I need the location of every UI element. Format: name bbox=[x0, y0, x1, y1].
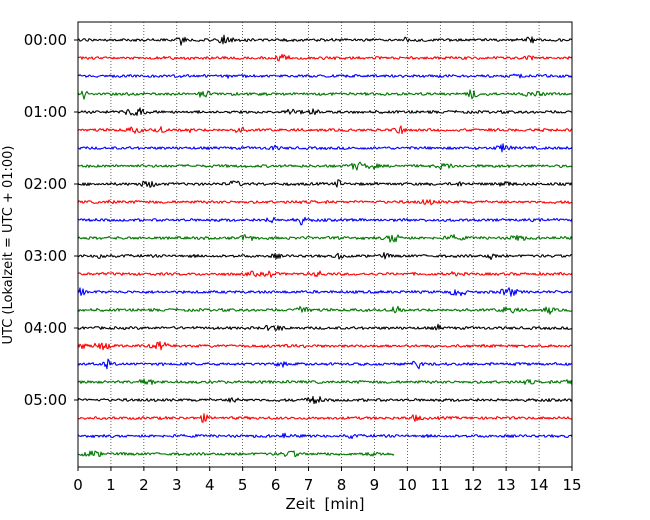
seismic-traces bbox=[77, 34, 573, 458]
y-tick-label: 05:00 bbox=[24, 391, 67, 409]
seismic-trace bbox=[77, 143, 573, 153]
seismic-trace bbox=[77, 305, 573, 315]
y-axis-ticks: 00:00 01:00 02:00 03:00 04:00 05:00 bbox=[24, 31, 78, 409]
seismic-trace bbox=[77, 107, 573, 116]
x-gridlines bbox=[110, 22, 540, 467]
x-tick-label: 13 bbox=[497, 476, 516, 494]
seismic-trace bbox=[77, 34, 573, 46]
seismic-trace bbox=[77, 378, 573, 386]
seismic-trace bbox=[77, 199, 573, 206]
seismic-trace bbox=[77, 413, 573, 423]
seismic-trace bbox=[77, 432, 573, 440]
x-tick-label: 8 bbox=[337, 476, 347, 494]
x-tick-label: 4 bbox=[205, 476, 215, 494]
x-tick-label: 2 bbox=[139, 476, 149, 494]
y-tick-label: 00:00 bbox=[24, 31, 67, 49]
seismic-trace bbox=[77, 341, 573, 351]
seismic-trace bbox=[77, 53, 573, 62]
x-tick-label: 1 bbox=[106, 476, 116, 494]
seismic-trace bbox=[77, 125, 573, 135]
seismic-trace bbox=[77, 161, 573, 171]
x-tick-label: 7 bbox=[304, 476, 314, 494]
seismic-trace bbox=[77, 216, 573, 226]
x-tick-label: 15 bbox=[562, 476, 581, 494]
seismic-trace bbox=[77, 234, 573, 243]
x-tick-label: 12 bbox=[464, 476, 483, 494]
x-axis-ticks: 0 1 2 3 4 5 6 7 8 9 10 11 12 13 14 15 bbox=[73, 467, 582, 494]
seismic-trace bbox=[77, 358, 573, 370]
seismic-trace bbox=[77, 252, 573, 261]
seismic-trace bbox=[77, 270, 573, 278]
y-axis-label: UTC (Lokalzeit = UTC + 01:00) bbox=[1, 146, 16, 345]
plot-frame bbox=[77, 21, 573, 468]
seismic-trace bbox=[77, 73, 573, 79]
y-tick-label: 04:00 bbox=[24, 319, 67, 337]
x-tick-label: 5 bbox=[238, 476, 248, 494]
x-tick-label: 3 bbox=[172, 476, 182, 494]
x-tick-label: 9 bbox=[370, 476, 380, 494]
y-tick-label: 03:00 bbox=[24, 247, 67, 265]
y-tick-label: 02:00 bbox=[24, 175, 67, 193]
x-tick-label: 11 bbox=[431, 476, 450, 494]
seismic-trace bbox=[77, 395, 573, 405]
y-tick-label: 01:00 bbox=[24, 103, 67, 121]
x-tick-label: 10 bbox=[398, 476, 417, 494]
seismic-trace bbox=[77, 450, 395, 458]
seismic-trace bbox=[77, 323, 573, 331]
seismic-trace bbox=[77, 179, 573, 188]
x-tick-label: 6 bbox=[271, 476, 281, 494]
seismic-trace bbox=[77, 89, 573, 100]
x-axis-label: Zeit [min] bbox=[285, 495, 364, 513]
seismic-trace bbox=[77, 287, 573, 297]
x-tick-label: 0 bbox=[73, 476, 83, 494]
x-tick-label: 14 bbox=[530, 476, 549, 494]
